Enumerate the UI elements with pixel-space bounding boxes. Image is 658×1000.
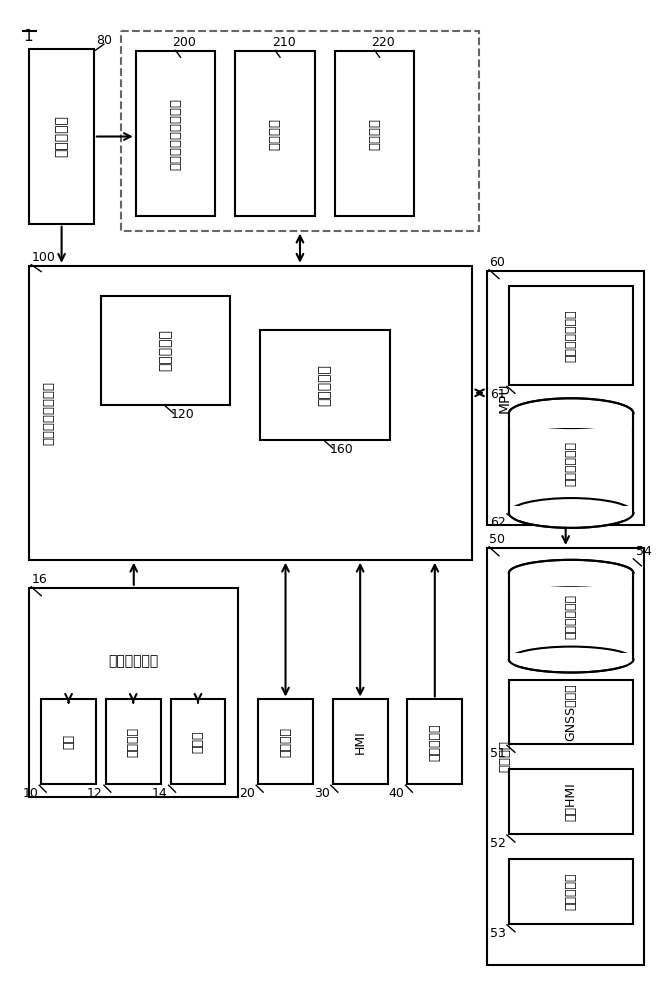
- Text: 220: 220: [372, 36, 395, 49]
- Bar: [335, 51, 415, 216]
- Bar: [101, 296, 230, 405]
- Text: 10: 10: [22, 787, 38, 800]
- Text: 100: 100: [31, 251, 55, 264]
- Bar: [29, 266, 472, 560]
- Text: 通信装置: 通信装置: [279, 727, 292, 757]
- Text: 转向装置: 转向装置: [368, 118, 381, 150]
- Text: 210: 210: [272, 36, 296, 49]
- Text: 相机: 相机: [62, 734, 75, 749]
- Text: 路径决定部: 路径决定部: [565, 873, 578, 910]
- Text: 物体识别装置: 物体识别装置: [109, 654, 159, 668]
- Text: 车辆传感器: 车辆传感器: [428, 723, 442, 761]
- Text: 1: 1: [23, 29, 33, 44]
- Text: 雷达装置: 雷达装置: [127, 727, 139, 757]
- Text: 200: 200: [172, 36, 197, 49]
- Text: 120: 120: [170, 408, 194, 421]
- Text: 20: 20: [240, 787, 255, 800]
- Text: 自动驾驶控制装置: 自动驾驶控制装置: [43, 381, 56, 445]
- Text: 40: 40: [389, 787, 405, 800]
- Bar: [510, 506, 632, 520]
- Ellipse shape: [509, 398, 634, 428]
- Text: 行驶驱动力输出装置: 行驶驱动力输出装置: [169, 98, 182, 170]
- Bar: [258, 699, 313, 784]
- Text: 推荐车道推定部: 推荐车道推定部: [565, 309, 578, 362]
- Ellipse shape: [509, 498, 634, 528]
- Bar: [510, 653, 632, 666]
- Text: 第二地图信息: 第二地图信息: [565, 441, 578, 486]
- Bar: [41, 699, 96, 784]
- Text: 52: 52: [490, 837, 506, 850]
- Text: 54: 54: [636, 545, 652, 558]
- Bar: [170, 699, 225, 784]
- Text: 51: 51: [490, 747, 506, 760]
- Text: 探测器: 探测器: [191, 731, 205, 753]
- Text: 50: 50: [489, 533, 505, 546]
- Bar: [333, 699, 388, 784]
- Bar: [510, 573, 632, 586]
- Bar: [509, 573, 634, 660]
- Text: 导航装置: 导航装置: [499, 740, 511, 772]
- Bar: [29, 49, 94, 224]
- Bar: [121, 31, 479, 231]
- Text: 62: 62: [490, 516, 506, 529]
- Text: 16: 16: [31, 573, 47, 586]
- Bar: [407, 699, 462, 784]
- Text: 160: 160: [330, 443, 353, 456]
- Bar: [29, 588, 238, 797]
- Text: HMI: HMI: [353, 730, 367, 754]
- Text: 第一控制部: 第一控制部: [159, 329, 172, 371]
- Text: MPU: MPU: [498, 383, 512, 413]
- Text: 80: 80: [96, 34, 112, 47]
- Text: 12: 12: [87, 787, 103, 800]
- Text: 导航HMI: 导航HMI: [565, 782, 578, 821]
- Bar: [260, 330, 390, 440]
- Text: 第二控制部: 第二控制部: [318, 364, 332, 406]
- Text: 30: 30: [314, 787, 330, 800]
- Text: 53: 53: [490, 927, 506, 940]
- Bar: [106, 699, 161, 784]
- Bar: [509, 286, 634, 385]
- Ellipse shape: [509, 647, 634, 673]
- Text: 61: 61: [490, 388, 506, 401]
- Text: 制动装置: 制动装置: [268, 118, 282, 150]
- Bar: [509, 859, 634, 924]
- Bar: [236, 51, 315, 216]
- Bar: [509, 680, 634, 744]
- Ellipse shape: [509, 560, 634, 586]
- Bar: [509, 769, 634, 834]
- Text: 14: 14: [152, 787, 168, 800]
- Text: GNSS接收机: GNSS接收机: [565, 683, 578, 741]
- Bar: [487, 548, 644, 965]
- Bar: [136, 51, 215, 216]
- Bar: [510, 413, 632, 428]
- Text: 第一地图信息: 第一地图信息: [565, 594, 578, 639]
- Bar: [509, 413, 634, 513]
- Text: 驾驶操作件: 驾驶操作件: [55, 116, 68, 157]
- Bar: [487, 271, 644, 525]
- Text: 60: 60: [489, 256, 505, 269]
